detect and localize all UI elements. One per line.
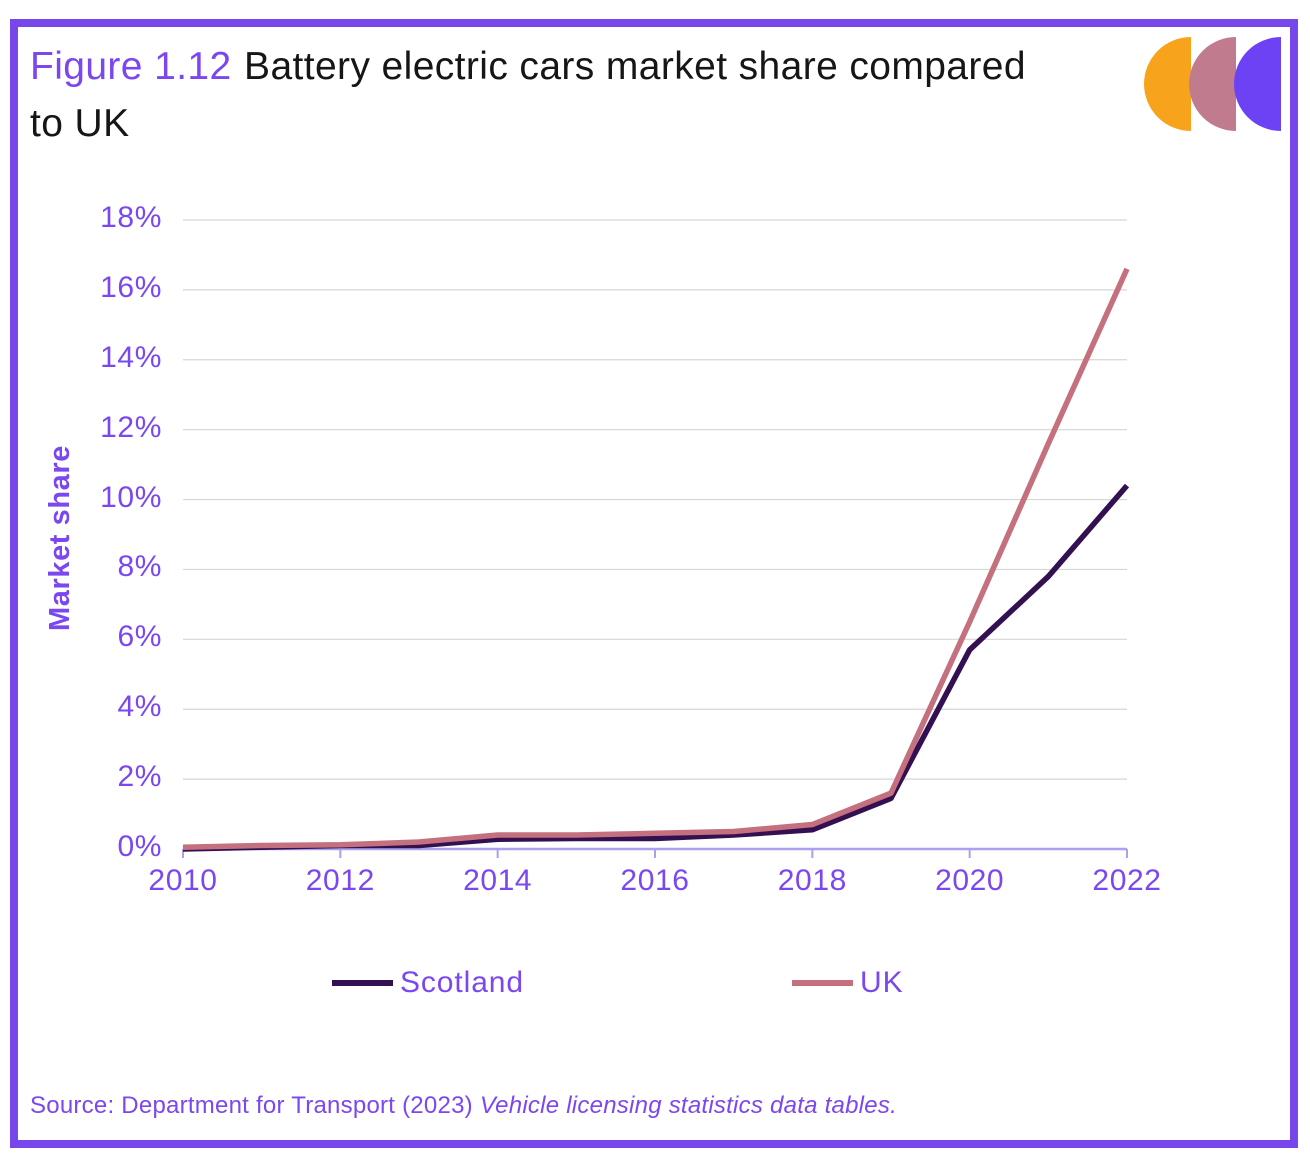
source-note: Source: Department for Transport (2023) … <box>30 1092 1230 1120</box>
scotland-line <box>182 483 1130 852</box>
y-tick-label: 4% <box>117 690 162 724</box>
y-tick-label: 12% <box>100 410 162 444</box>
legend-item-scotland: Scotland <box>332 966 524 1000</box>
x-tick-label: 2022 <box>1092 864 1162 897</box>
legend-label-uk: UK <box>860 966 904 999</box>
uk-line-swatch <box>792 980 853 986</box>
figure-title-text: Battery electric cars market share compa… <box>30 45 1026 145</box>
y-axis-title: Market share <box>44 445 76 631</box>
y-tick-label: 18% <box>100 201 162 234</box>
uk-line <box>182 267 1130 851</box>
logo <box>1144 37 1284 131</box>
source-text: Source: Department for Transport (2023) <box>30 1092 473 1119</box>
source-title-italic: Vehicle licensing statistics data tables… <box>479 1092 897 1119</box>
y-tick-label: 10% <box>100 480 162 514</box>
x-tick-label: 2018 <box>777 864 847 897</box>
x-tick-label: 2014 <box>463 864 533 897</box>
legend-item-uk: UK <box>792 966 903 1000</box>
y-tick-label: 16% <box>100 270 162 304</box>
y-tick-label: 0% <box>117 830 162 863</box>
scotland-line-swatch <box>332 980 393 986</box>
x-tick-label: 2010 <box>148 864 218 897</box>
y-tick-label: 2% <box>117 760 162 794</box>
y-tick-label: 14% <box>100 340 162 374</box>
legend-label-scotland: Scotland <box>400 966 524 999</box>
y-tick-label: 8% <box>117 550 162 584</box>
x-tick-label: 2020 <box>935 864 1005 897</box>
x-tick-label: 2016 <box>620 864 690 897</box>
figure-title: Figure 1.12 Battery electric cars market … <box>30 38 1040 152</box>
figure-number: Figure 1.12 <box>30 45 232 88</box>
x-tick-label: 2012 <box>305 864 375 897</box>
y-tick-label: 6% <box>117 620 162 654</box>
